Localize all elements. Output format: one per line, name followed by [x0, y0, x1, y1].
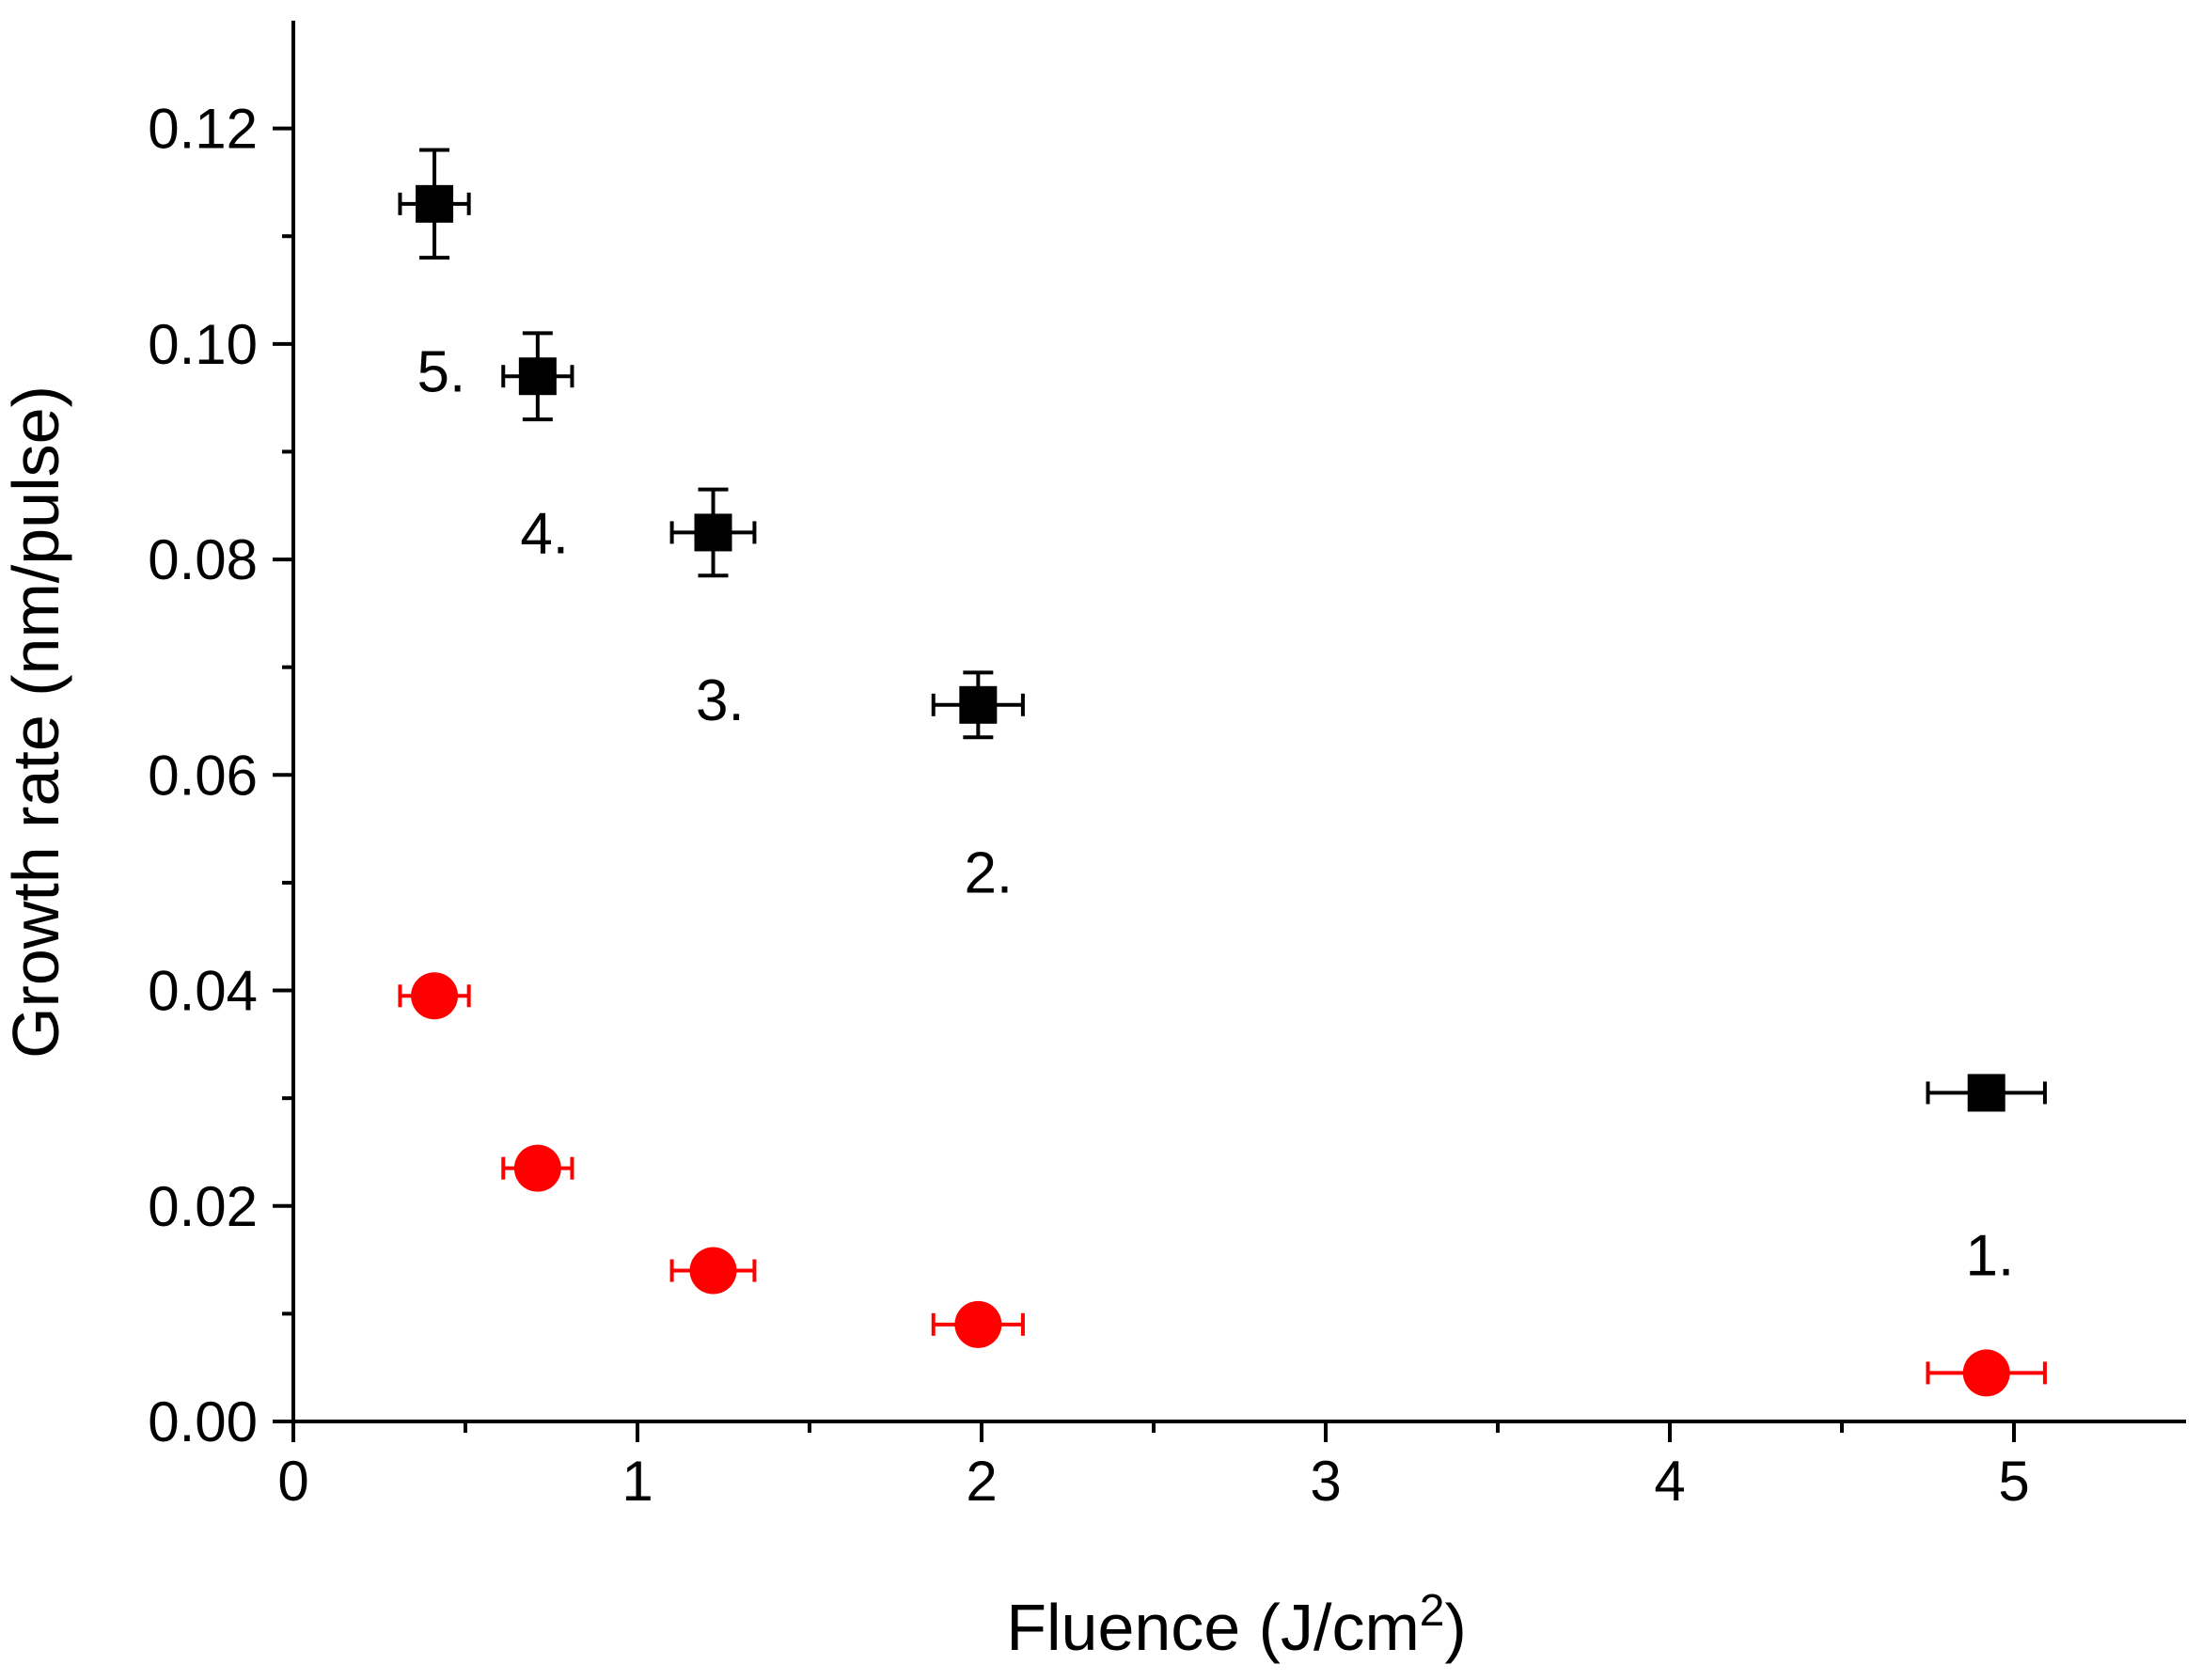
x-tick-label: 0 — [277, 1450, 308, 1513]
point-annotation: 5. — [417, 340, 466, 405]
point-annotation: 2. — [964, 840, 1013, 905]
point-annotation: 4. — [520, 501, 569, 566]
circle-marker — [513, 1144, 561, 1192]
square-marker — [518, 357, 557, 396]
axes: 0 1 2 3 4 5 0.00 0.02 0.04 0.06 0.08 0.10 0.12 — [148, 21, 2186, 1513]
y-tick-label: 0.06 — [148, 744, 258, 807]
square-marker — [416, 184, 454, 223]
square-marker — [959, 685, 998, 724]
square-marker — [694, 513, 732, 552]
point-annotation: 3. — [696, 668, 745, 733]
y-axis-title: Growth rate (nm/pulse) — [0, 385, 72, 1059]
square-marker — [1967, 1074, 2005, 1112]
x-tick-label: 5 — [1998, 1450, 2029, 1513]
y-tick-label: 0.00 — [148, 1390, 258, 1453]
plot-area: 1. 2. 3. 4. 5. — [398, 148, 2047, 1397]
circle-marker — [411, 972, 459, 1020]
y-tick-label: 0.02 — [148, 1175, 258, 1238]
circle-marker — [1962, 1349, 2010, 1397]
y-tick-label: 0.10 — [148, 313, 258, 376]
y-tick-label: 0.04 — [148, 960, 258, 1023]
x-tick-label: 1 — [621, 1450, 653, 1513]
x-tick-label: 3 — [1310, 1450, 1341, 1513]
x-tick-label: 2 — [966, 1450, 997, 1513]
x-axis-title: Fluence (J/cm2) — [1006, 1586, 1467, 1664]
circle-marker — [954, 1300, 1002, 1348]
circle-marker — [689, 1247, 737, 1295]
y-tick-label: 0.08 — [148, 528, 258, 591]
y-tick-label: 0.12 — [148, 98, 258, 161]
x-tick-label: 4 — [1654, 1450, 1685, 1513]
point-annotation: 1. — [1966, 1223, 2015, 1288]
